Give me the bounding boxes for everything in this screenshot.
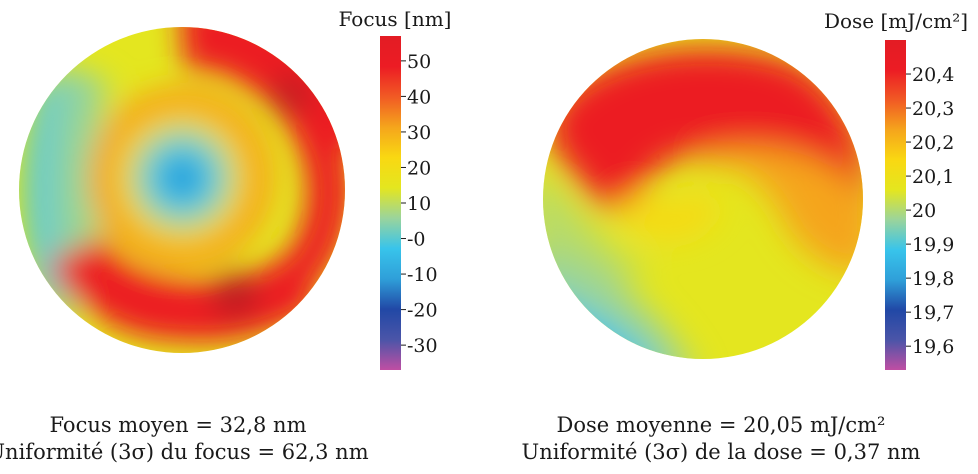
dose-tick-label: 19,9 [912, 234, 954, 256]
dose-wafer-map [543, 39, 863, 359]
dose-uniformity-text: Uniformité (3σ) de la dose = 0,37 nm [521, 440, 921, 464]
dose-tick-label: 19,8 [912, 268, 954, 290]
dose-mean-text: Dose moyenne = 20,05 mJ/cm² [556, 413, 886, 437]
focus-uniformity-text: Uniformité (3σ) du focus = 62,3 nm [0, 440, 369, 464]
focus-mean-text: Focus moyen = 32,8 nm [49, 413, 307, 437]
dose-colorbar-ticks: 20,4 20,3 20,2 20,1 20 19,9 19,8 19,7 19,6 [906, 64, 954, 358]
dose-tick-label: 20,4 [912, 64, 954, 86]
dose-tick-label: 19,7 [912, 302, 954, 324]
focus-chart: 50 40 30 20 10 -0 -10 -20 -30 Focus [nm] [19, 7, 452, 370]
focus-tick-label: 30 [407, 122, 431, 144]
dose-tick-label: 20,2 [912, 132, 954, 154]
focus-panel: 50 40 30 20 10 -0 -10 -20 -30 Focus [nm] Focus m… [0, 7, 452, 466]
dose-tick-label: 20 [912, 200, 936, 222]
dose-tick-label: 20,3 [912, 98, 954, 120]
focus-tick-label: -0 [407, 229, 426, 251]
focus-colorbar-title: Focus [nm] [339, 7, 452, 31]
focus-caption: Focus moyen = 32,8 nm Uniformité (3σ) du… [0, 412, 388, 466]
dose-panel: 20,4 20,3 20,2 20,1 20 19,9 19,8 19,7 19,6 Dose … [489, 0, 978, 474]
dose-colorbar [885, 40, 906, 370]
dose-caption: Dose moyenne = 20,05 mJ/cm² Uniformité (… [511, 412, 931, 466]
dose-tick-label: 20,1 [912, 166, 954, 188]
dose-tick-label: 19,6 [912, 336, 954, 358]
dose-colorbar-title: Dose [mJ/cm²] [824, 9, 968, 33]
focus-colorbar-ticks: 50 40 30 20 10 -0 -10 -20 -30 [401, 51, 438, 357]
focus-wafer-map [19, 27, 345, 353]
focus-tick-label: -10 [407, 264, 438, 286]
dose-chart: 20,4 20,3 20,2 20,1 20 19,9 19,8 19,7 19,6 Dose … [543, 9, 968, 370]
focus-tick-label: 20 [407, 157, 431, 179]
focus-tick-label: 10 [407, 193, 431, 215]
focus-tick-label: -30 [407, 335, 438, 357]
focus-tick-label: 50 [407, 51, 431, 73]
focus-tick-label: -20 [407, 300, 438, 322]
focus-tick-label: 40 [407, 86, 431, 108]
focus-colorbar [380, 36, 401, 370]
